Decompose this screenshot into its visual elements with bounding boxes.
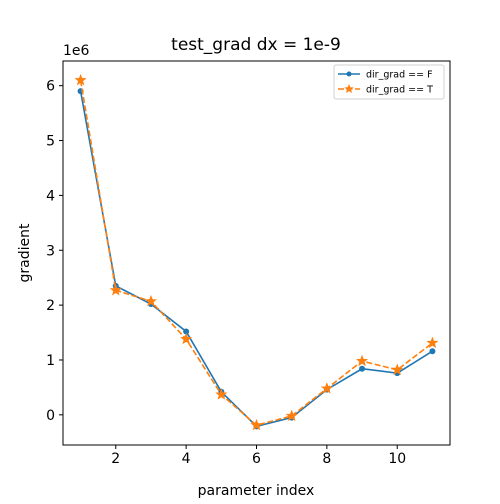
y-axis-label: gradient xyxy=(17,223,33,282)
series-2-point xyxy=(144,294,158,307)
chart-title: test_grad dx = 1e-9 xyxy=(171,35,341,55)
series-2-point xyxy=(74,73,87,86)
legend-label-1: dir_grad == F xyxy=(366,70,433,81)
series-2-point xyxy=(320,382,333,394)
series-2-point xyxy=(250,418,263,431)
y-tick-label: 3 xyxy=(46,243,55,259)
y-offset-label: 1e6 xyxy=(63,43,90,59)
x-tick-label: 4 xyxy=(182,451,191,467)
x-tick-label: 2 xyxy=(111,451,120,467)
plot-layer: 2 4 6 8 10 0 1 2 3 4 5 6 dir_grad == F dir_grad == T xyxy=(46,60,451,467)
x-tick-label: 8 xyxy=(322,451,331,467)
series-2-point xyxy=(426,336,439,349)
y-tick-label: 6 xyxy=(46,79,55,95)
y-tick-label: 1 xyxy=(46,353,55,369)
legend-label-2: dir_grad == T xyxy=(366,85,433,96)
y-tick-label: 0 xyxy=(46,408,55,424)
series-2-point xyxy=(109,283,122,296)
y-tick-label: 2 xyxy=(46,298,55,314)
series-2-point xyxy=(391,363,404,375)
series-1-point xyxy=(183,328,190,335)
plot-frame xyxy=(62,60,451,446)
y-tick-label: 4 xyxy=(46,188,55,204)
legend-box xyxy=(333,64,445,100)
legend-marker-2 xyxy=(344,83,354,94)
legend-marker-1 xyxy=(346,71,352,77)
series-2-point xyxy=(180,332,193,345)
series-2-point xyxy=(355,354,369,367)
series-1-point xyxy=(359,365,366,372)
x-axis-label: parameter index xyxy=(198,483,315,499)
x-tick-label: 6 xyxy=(252,451,261,467)
series-2-point xyxy=(285,409,298,422)
series-line-2 xyxy=(79,80,433,427)
y-tick-label: 5 xyxy=(46,134,55,150)
series-2-point xyxy=(215,388,228,400)
series-1-point xyxy=(429,348,436,355)
series-line-1 xyxy=(79,91,433,428)
x-tick-label: 10 xyxy=(388,451,406,467)
